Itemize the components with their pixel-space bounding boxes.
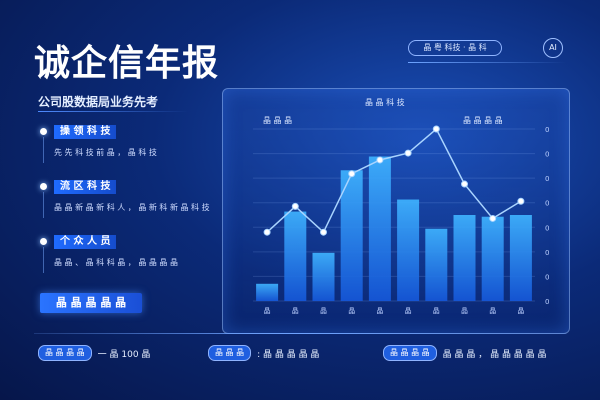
x-tick-label: 晶: [264, 307, 271, 315]
y-tick-label: 0: [545, 273, 549, 281]
sidebar-subtitle: 公司股数据局业务先考: [38, 95, 159, 109]
x-tick-label: 晶: [376, 307, 383, 315]
dot-icon: [40, 183, 47, 190]
top-info-pill[interactable]: 晶 粤 科技 · 晶 科: [408, 40, 502, 56]
cta-button[interactable]: 晶 晶 晶 晶 晶: [40, 293, 142, 313]
line-point: [263, 228, 271, 236]
line-point: [376, 156, 384, 164]
bar: [368, 156, 391, 301]
line-point: [517, 197, 525, 205]
feature-connector: [43, 247, 44, 273]
feature-connector: [43, 137, 44, 163]
x-tick-label: 晶: [292, 307, 299, 315]
footer-divider: [34, 333, 566, 334]
line-point: [291, 202, 299, 210]
y-tick-label: 0: [545, 175, 549, 183]
x-tick-label: 晶: [461, 307, 468, 315]
stat-item-1: 晶 晶 晶 晶 一 晶 100 晶: [38, 345, 150, 361]
x-tick-label: 晶: [320, 307, 327, 315]
line-point: [461, 180, 468, 188]
feature-desc: 晶 晶 新 晶 新 科 人 ， 晶 新 科 新 晶 科 技: [54, 203, 210, 212]
y-tick-label: 0: [545, 224, 549, 232]
bar: [340, 170, 363, 301]
legend-entry-2: 晶 晶 晶 晶: [463, 116, 503, 125]
stat-item-2: 晶 晶 晶 : 晶 晶 晶 晶 晶: [208, 345, 319, 361]
stat-pill: 晶 晶 晶 晶: [383, 345, 437, 361]
bar: [453, 215, 476, 301]
feature-label: 流 区 科 技: [54, 180, 117, 194]
ai-icon[interactable]: AI: [543, 38, 563, 58]
y-tick-label: 0: [545, 151, 549, 159]
y-tick-label: 0: [545, 126, 549, 134]
chart-panel: 晶 晶 科 技 晶 晶 晶 晶 晶 晶 晶 0 0 0 0 0 0 0 0 晶 晶 晶 晶 晶 晶 晶 晶 晶 晶: [222, 88, 570, 334]
line-point: [320, 228, 327, 236]
feature-label: 个 众 人 员: [54, 235, 117, 249]
bar: [481, 216, 504, 301]
x-tick-label: 晶: [405, 307, 412, 315]
stat-pill: 晶 晶 晶: [208, 345, 252, 361]
series-line: [266, 127, 522, 234]
line-point: [404, 149, 412, 157]
bar: [425, 228, 448, 301]
x-tick-label: 晶: [517, 307, 524, 315]
bar: [284, 211, 307, 301]
feature-desc: 晶 晶 、 晶 科 科 晶 ， 晶 晶 晶 晶: [54, 258, 178, 267]
bar-line-chart: 0 0 0 0 0 0 0 0 晶 晶 晶 晶 晶 晶 晶 晶 晶 晶: [253, 125, 549, 315]
x-tick-label: 晶: [489, 307, 496, 315]
stat-text: 晶 晶 晶 ， 晶 晶 晶 晶 晶: [442, 349, 547, 360]
stat-pill: 晶 晶 晶 晶: [38, 345, 92, 361]
stat-text: 一 晶 100 晶: [97, 349, 151, 360]
dot-icon: [40, 128, 47, 135]
bar: [397, 199, 420, 301]
legend-entry-1: 晶 晶 晶: [263, 116, 293, 125]
feature-desc: 先 先 科 技 前 晶 ， 晶 科 技: [54, 148, 157, 157]
line-point: [489, 214, 497, 222]
bar: [256, 283, 279, 301]
stat-text: : 晶 晶 晶 晶 晶: [257, 349, 320, 360]
bar: [312, 252, 335, 301]
feature-connector: [43, 192, 44, 218]
line-point: [432, 125, 440, 133]
line-point: [348, 170, 356, 178]
x-tick-label: 晶: [348, 307, 355, 315]
header-divider: [408, 62, 566, 63]
feature-label: 操 领 科 技: [54, 125, 117, 139]
dot-icon: [40, 238, 47, 245]
stat-item-3: 晶 晶 晶 晶 晶 晶 晶 ， 晶 晶 晶 晶 晶: [383, 345, 547, 361]
y-tick-label: 0: [545, 200, 549, 208]
chart-title: 晶 晶 科 技: [365, 98, 405, 107]
y-tick-label: 0: [545, 249, 549, 257]
page-title: 诚企信年报: [34, 43, 220, 84]
y-tick-label: 0: [545, 298, 549, 306]
bar: [509, 215, 532, 301]
subtitle-underline: [38, 111, 188, 112]
x-tick-label: 晶: [433, 307, 440, 315]
